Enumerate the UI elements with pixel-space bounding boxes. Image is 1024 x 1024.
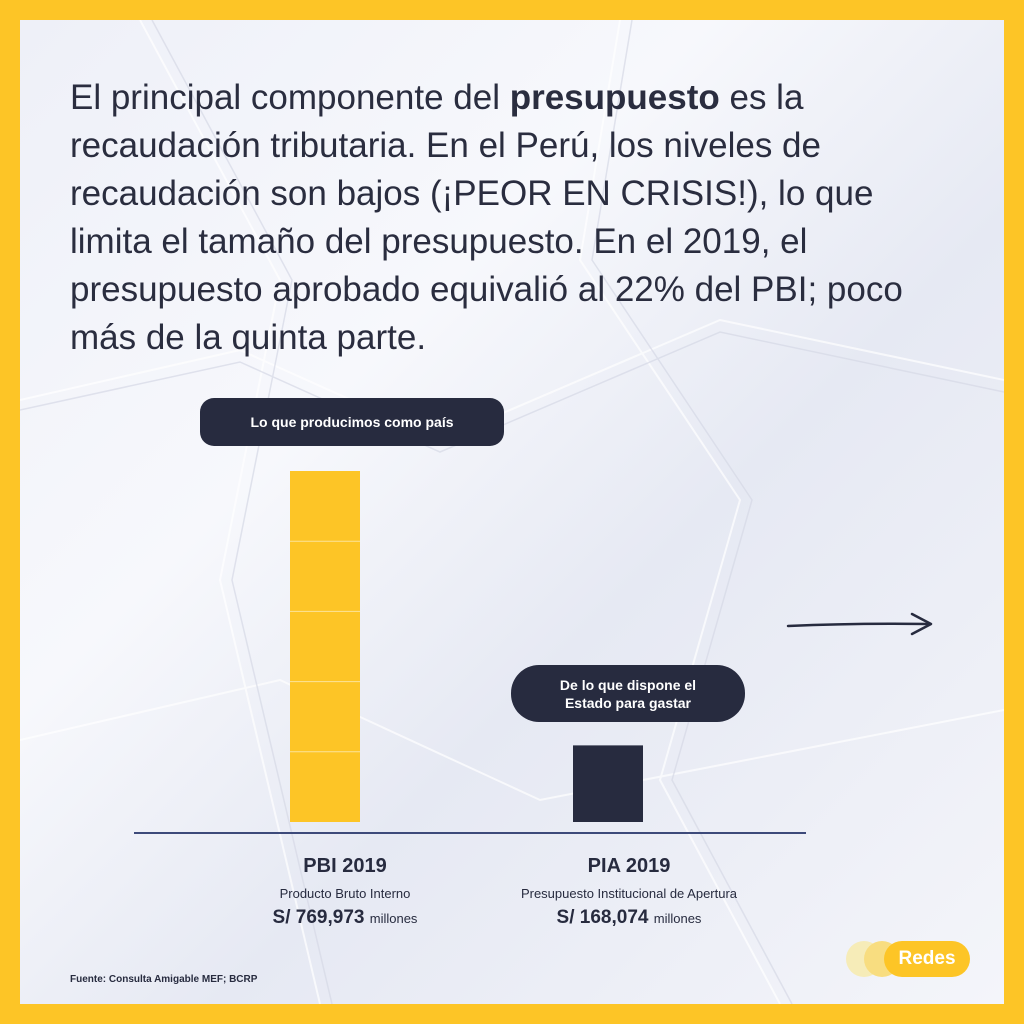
annotation-pia-line2: Estado para gastar: [564, 694, 692, 711]
headline-bold: presupuesto: [509, 78, 720, 117]
unit-label-pbi: millones: [369, 911, 418, 926]
headline-part2: es la recaudación tributaria. En el Perú…: [70, 78, 903, 357]
annotation-pia-line1: De lo que dispone el: [559, 676, 697, 693]
bar-chart: [134, 471, 806, 834]
category-subtitle-pia: Presupuesto Institucional de Apertura: [520, 886, 738, 901]
card: El principal componente del presupuesto …: [20, 20, 1004, 1004]
category-title-pbi: PBI 2019: [303, 855, 387, 877]
value-label-pbi: S/ 769,973: [272, 907, 365, 928]
logo-text: Redes: [898, 948, 956, 969]
annotation-pia: De lo que dispone el Estado para gastar: [511, 665, 745, 722]
annotation-pbi-text: Lo que producimos como país: [250, 414, 454, 430]
category-label-pia: PIA 2019 Presupuesto Institucional de Ap…: [489, 855, 769, 929]
category-title-pia: PIA 2019: [587, 855, 671, 877]
category-subtitle-pbi: Producto Bruto Interno: [279, 886, 411, 901]
source-note: Fuente: Consulta Amigable MEF; BCRP: [70, 974, 258, 985]
headline: El principal componente del presupuesto …: [70, 74, 950, 362]
category-value-pbi: S/ 769,973 millones: [205, 907, 485, 929]
redes-logo: Redes: [846, 941, 972, 977]
logo-pill: Redes: [884, 941, 970, 977]
annotation-pbi: Lo que producimos como país: [200, 398, 504, 446]
bar-0: [290, 471, 360, 822]
bar-1: [573, 745, 643, 822]
category-label-pbi: PBI 2019 Producto Bruto Interno S/ 769,9…: [205, 855, 485, 929]
arrow-right-icon: [786, 612, 933, 636]
category-value-pia: S/ 168,074 millones: [489, 907, 769, 929]
unit-label-pia: millones: [653, 911, 702, 926]
value-label-pia: S/ 168,074: [556, 907, 649, 928]
headline-part1: El principal componente del: [70, 78, 510, 117]
